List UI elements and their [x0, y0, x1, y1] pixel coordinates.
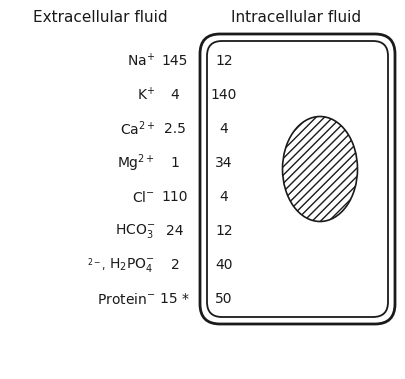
Text: $\mathrm{Protein^{-}}$: $\mathrm{Protein^{-}}$ — [96, 291, 155, 307]
Text: $\mathrm{Ca^{2+}}$: $\mathrm{Ca^{2+}}$ — [119, 120, 155, 138]
Ellipse shape — [282, 116, 357, 221]
Text: 40: 40 — [215, 258, 232, 272]
Text: 2.5: 2.5 — [164, 122, 185, 136]
Text: 24: 24 — [166, 224, 183, 238]
Text: 12: 12 — [215, 224, 232, 238]
Text: Extracellular fluid: Extracellular fluid — [33, 9, 167, 25]
Text: 12: 12 — [215, 54, 232, 68]
Text: 1: 1 — [170, 156, 179, 170]
Text: 145: 145 — [162, 54, 188, 68]
FancyBboxPatch shape — [200, 34, 394, 324]
Text: Intracellular fluid: Intracellular fluid — [230, 9, 360, 25]
Text: $\mathrm{H_2PO_4^{-}}$: $\mathrm{H_2PO_4^{-}}$ — [109, 256, 155, 274]
Text: 4: 4 — [219, 190, 228, 204]
Text: 140: 140 — [210, 88, 237, 102]
Text: 15 *: 15 * — [160, 292, 189, 306]
Text: $\mathrm{Mg^{2+}}$: $\mathrm{Mg^{2+}}$ — [117, 152, 155, 174]
Text: 4: 4 — [170, 88, 179, 102]
Text: $\mathrm{^{2-},\,}$: $\mathrm{^{2-},\,}$ — [87, 256, 106, 274]
Text: $\mathrm{HCO_3^{-}}$: $\mathrm{HCO_3^{-}}$ — [114, 222, 155, 240]
Text: 4: 4 — [219, 122, 228, 136]
Text: $\mathrm{Cl^{-}}$: $\mathrm{Cl^{-}}$ — [132, 190, 155, 205]
Text: 50: 50 — [215, 292, 232, 306]
Text: $\mathrm{K^{+}}$: $\mathrm{K^{+}}$ — [136, 86, 155, 103]
Text: 2: 2 — [170, 258, 179, 272]
Text: $\mathrm{Na^{+}}$: $\mathrm{Na^{+}}$ — [127, 52, 155, 70]
Text: 34: 34 — [215, 156, 232, 170]
Text: 110: 110 — [161, 190, 188, 204]
